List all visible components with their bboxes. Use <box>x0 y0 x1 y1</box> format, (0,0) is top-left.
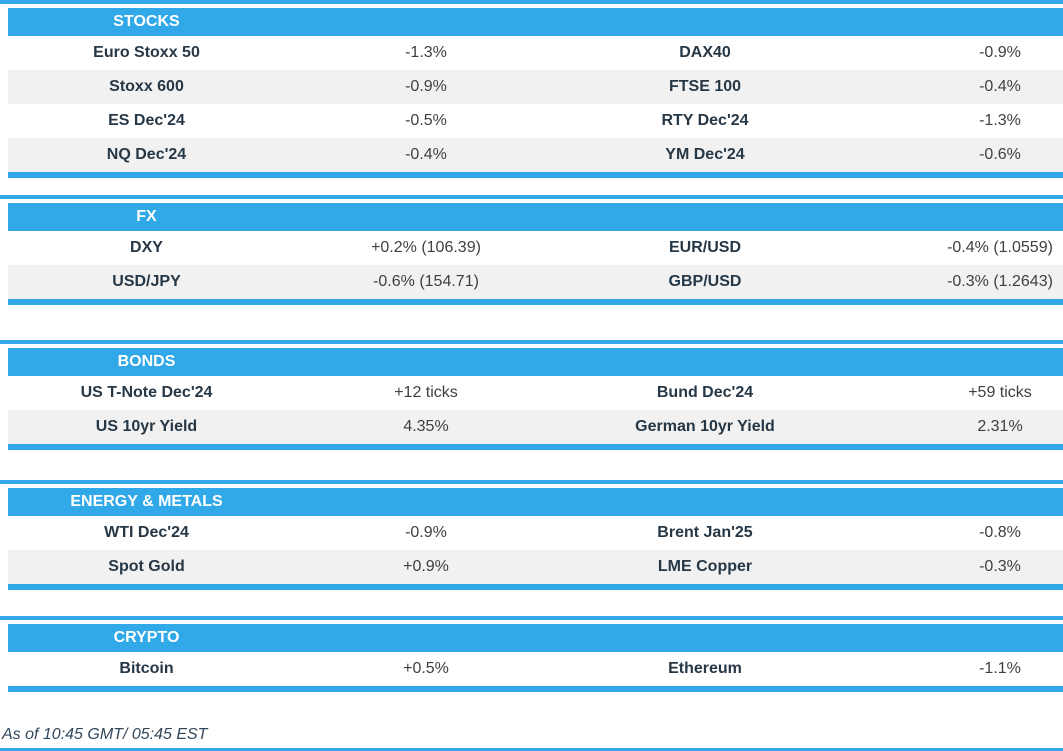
instrument-value: -0.8% <box>979 524 1021 541</box>
section-header: FX <box>8 203 1063 231</box>
table-row: Euro Stoxx 50 -1.3% DAX40 -0.9% <box>8 36 1063 70</box>
instrument-value: -0.5% <box>405 112 447 129</box>
section-title: CRYPTO <box>113 629 180 646</box>
instrument-name: WTI Dec'24 <box>104 524 189 541</box>
instrument-name: Brent Jan'25 <box>657 524 753 541</box>
section-top-divider <box>0 0 1063 4</box>
instrument-value: -0.4% <box>979 78 1021 95</box>
section-top-divider <box>0 480 1063 484</box>
section-bottom-divider <box>8 584 1063 590</box>
section-header: ENERGY & METALS <box>8 488 1063 516</box>
instrument-name: Ethereum <box>668 660 742 677</box>
instrument-value: -1.3% <box>979 112 1021 129</box>
instrument-name: DXY <box>130 239 163 256</box>
instrument-value: +0.9% <box>403 558 449 575</box>
instrument-name: US T-Note Dec'24 <box>80 384 213 401</box>
section-bottom-divider <box>8 299 1063 305</box>
instrument-name: Bitcoin <box>119 660 174 677</box>
section-top-divider <box>0 340 1063 344</box>
instrument-value: -0.4% (1.0559) <box>947 239 1053 256</box>
timestamp-note: As of 10:45 GMT/ 05:45 EST <box>2 726 208 743</box>
table-row: US T-Note Dec'24 +12 ticks Bund Dec'24 +… <box>8 376 1063 410</box>
instrument-name: Stoxx 600 <box>109 78 184 95</box>
instrument-name: Bund Dec'24 <box>656 384 754 401</box>
table-row: Stoxx 600 -0.9% FTSE 100 -0.4% <box>8 70 1063 104</box>
section-rows: WTI Dec'24 -0.9% Brent Jan'25 -0.8% Spot… <box>8 516 1063 584</box>
instrument-name: German 10yr Yield <box>635 418 775 435</box>
table-row: ES Dec'24 -0.5% RTY Dec'24 -1.3% <box>8 104 1063 138</box>
instrument-value: -0.4% <box>405 146 447 163</box>
instrument-value: -0.9% <box>979 44 1021 61</box>
instrument-name: US 10yr Yield <box>95 418 198 435</box>
table-row: WTI Dec'24 -0.9% Brent Jan'25 -0.8% <box>8 516 1063 550</box>
market-section: STOCKS Euro Stoxx 50 -1.3% DAX40 -0.9% S… <box>0 0 1063 178</box>
instrument-name: Spot Gold <box>108 558 185 575</box>
instrument-value: 2.31% <box>977 418 1023 435</box>
instrument-value: -0.6% <box>979 146 1021 163</box>
instrument-value: -0.6% (154.71) <box>373 273 479 290</box>
table-row: USD/JPY -0.6% (154.71) GBP/USD -0.3% (1.… <box>8 265 1063 299</box>
instrument-value: +0.5% <box>403 660 449 677</box>
table-row: US 10yr Yield 4.35% German 10yr Yield 2.… <box>8 410 1063 444</box>
section-top-divider <box>0 195 1063 199</box>
instrument-name: GBP/USD <box>668 273 742 290</box>
section-header: CRYPTO <box>8 624 1063 652</box>
section-rows: Euro Stoxx 50 -1.3% DAX40 -0.9% Stoxx 60… <box>8 36 1063 172</box>
instrument-name: DAX40 <box>679 44 731 61</box>
market-section: FX DXY +0.2% (106.39) EUR/USD -0.4% (1.0… <box>0 195 1063 305</box>
section-title: STOCKS <box>113 13 180 30</box>
market-section: ENERGY & METALS WTI Dec'24 -0.9% Brent J… <box>0 480 1063 590</box>
instrument-value: 4.35% <box>403 418 449 435</box>
table-row: Spot Gold +0.9% LME Copper -0.3% <box>8 550 1063 584</box>
section-top-divider <box>0 616 1063 620</box>
market-section: BONDS US T-Note Dec'24 +12 ticks Bund De… <box>0 340 1063 450</box>
instrument-value: +12 ticks <box>394 384 458 401</box>
section-bottom-divider <box>8 172 1063 178</box>
instrument-name: LME Copper <box>657 558 753 575</box>
market-section: CRYPTO Bitcoin +0.5% Ethereum -1.1% <box>0 616 1063 692</box>
instrument-name: FTSE 100 <box>668 78 742 95</box>
section-title: FX <box>136 208 157 225</box>
market-wrap-table: STOCKS Euro Stoxx 50 -1.3% DAX40 -0.9% S… <box>0 0 1063 692</box>
instrument-value: -0.3% (1.2643) <box>947 273 1053 290</box>
table-row: DXY +0.2% (106.39) EUR/USD -0.4% (1.0559… <box>8 231 1063 265</box>
instrument-name: EUR/USD <box>668 239 741 256</box>
instrument-value: -0.3% <box>979 558 1021 575</box>
instrument-value: -1.1% <box>979 660 1021 677</box>
section-rows: Bitcoin +0.5% Ethereum -1.1% <box>8 652 1063 686</box>
section-header: STOCKS <box>8 8 1063 36</box>
instrument-value: -1.3% <box>405 44 447 61</box>
instrument-name: USD/JPY <box>112 273 181 290</box>
instrument-value: +0.2% (106.39) <box>371 239 481 256</box>
table-row: NQ Dec'24 -0.4% YM Dec'24 -0.6% <box>8 138 1063 172</box>
table-row: Bitcoin +0.5% Ethereum -1.1% <box>8 652 1063 686</box>
instrument-name: RTY Dec'24 <box>661 112 749 129</box>
section-bottom-divider <box>8 686 1063 692</box>
section-header: BONDS <box>8 348 1063 376</box>
section-title: BONDS <box>117 353 176 370</box>
instrument-name: ES Dec'24 <box>108 112 185 129</box>
instrument-value: +59 ticks <box>968 384 1032 401</box>
instrument-value: -0.9% <box>405 524 447 541</box>
instrument-value: -0.9% <box>405 78 447 95</box>
section-title: ENERGY & METALS <box>70 493 223 510</box>
instrument-name: NQ Dec'24 <box>106 146 187 163</box>
section-rows: DXY +0.2% (106.39) EUR/USD -0.4% (1.0559… <box>8 231 1063 299</box>
instrument-name: Euro Stoxx 50 <box>93 44 200 61</box>
section-rows: US T-Note Dec'24 +12 ticks Bund Dec'24 +… <box>8 376 1063 444</box>
section-bottom-divider <box>8 444 1063 450</box>
instrument-name: YM Dec'24 <box>665 146 745 163</box>
bottom-divider <box>0 748 1063 751</box>
